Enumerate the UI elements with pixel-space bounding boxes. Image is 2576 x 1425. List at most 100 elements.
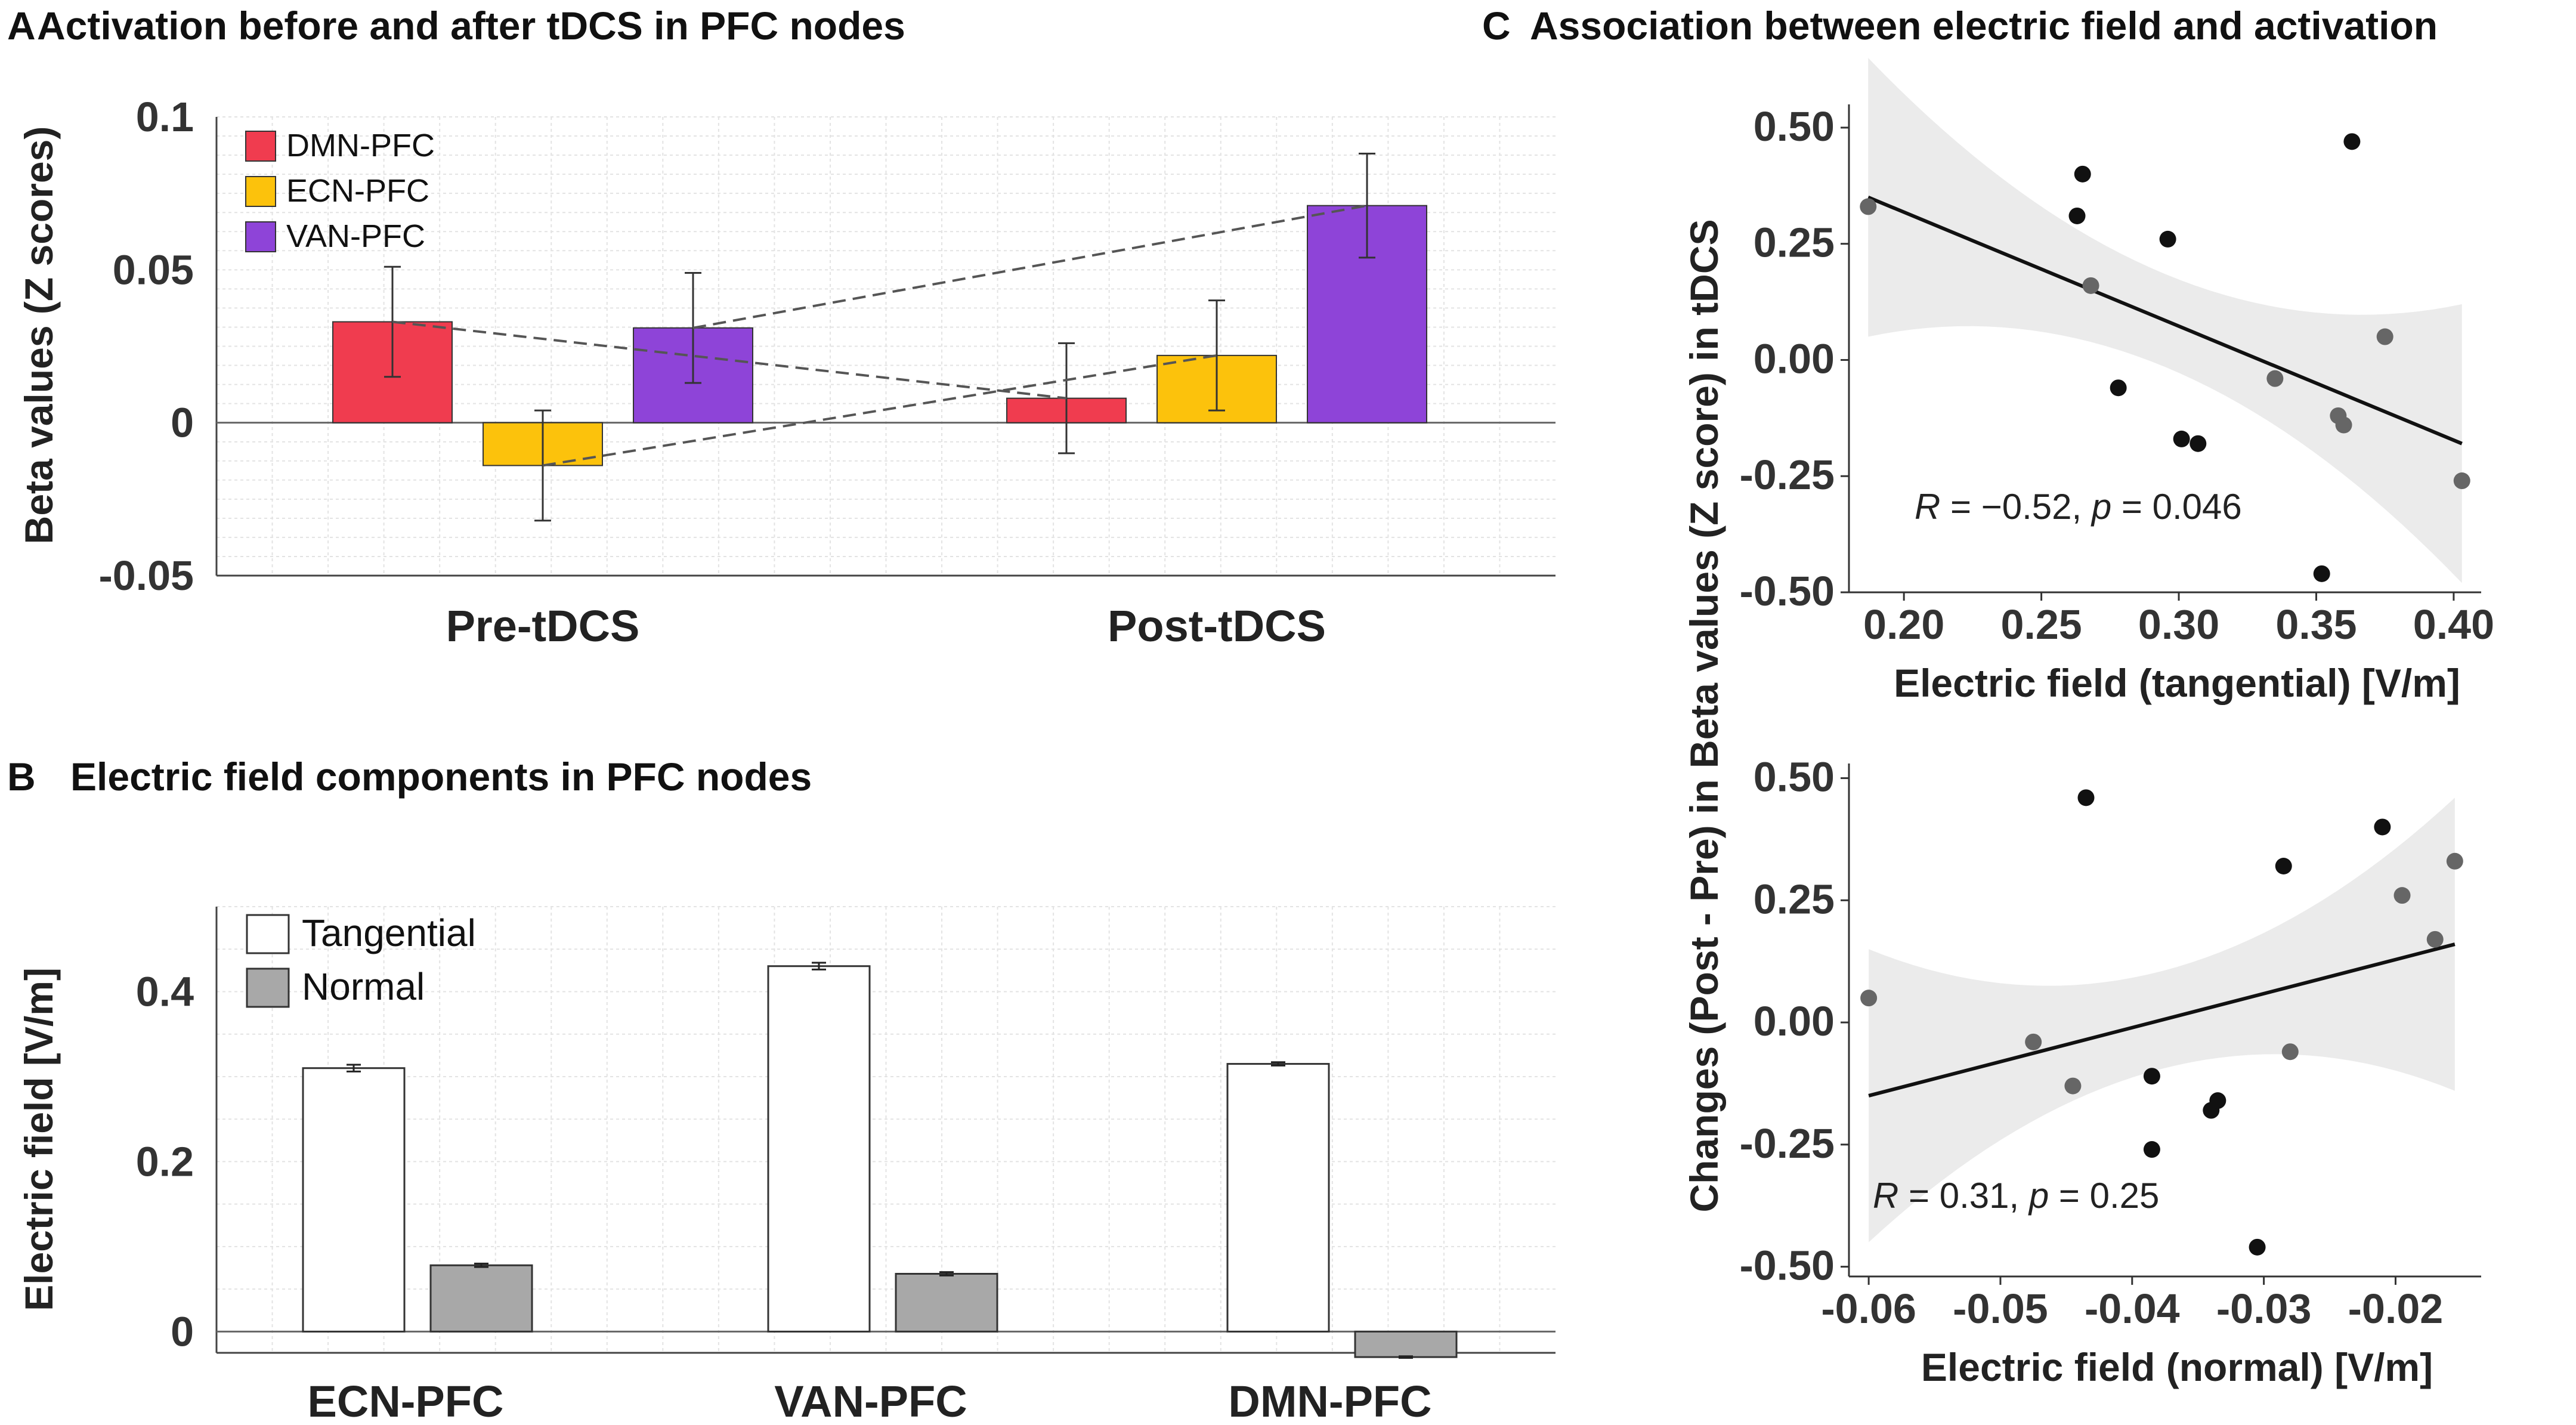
y-tick-label: -0.05 — [98, 552, 194, 599]
x-tick-label: -0.04 — [2085, 1285, 2180, 1332]
bar-normal — [895, 1272, 998, 1333]
data-point — [2249, 1238, 2266, 1256]
panel-c-top-chart: 0.50 0.25 0.00 -0.25 -0.50 0.20 0.25 0.30 0.35 0.… — [1739, 58, 2494, 705]
x-category-label: ECN-PFC — [308, 1377, 504, 1425]
legend-label: VAN-PFC — [286, 218, 425, 254]
bar-tangential — [302, 1067, 406, 1333]
data-point — [1860, 198, 1877, 215]
data-point — [2446, 852, 2463, 870]
bar-normal — [429, 1264, 533, 1333]
x-category-label: DMN-PFC — [1228, 1377, 1431, 1425]
data-point — [2374, 818, 2391, 836]
data-point — [2453, 472, 2470, 490]
data-point — [2313, 565, 2330, 582]
panel-b-ylabel: Electric field [V/m] — [17, 967, 61, 1311]
data-point — [2335, 416, 2352, 434]
x-category-label: Pre-tDCS — [446, 601, 640, 651]
panel-c-title: Association between electric field and a… — [1530, 4, 2438, 48]
regression-line — [1868, 942, 2456, 1098]
bar-normal — [1354, 1330, 1458, 1358]
y-tick-label: -0.50 — [1739, 568, 1835, 614]
stat-r-value: = 0.31, — [1898, 1176, 2029, 1216]
data-point — [2266, 370, 2284, 387]
x-tick-label: 0.40 — [2413, 601, 2494, 648]
data-point — [1860, 990, 1878, 1007]
data-point — [2074, 165, 2091, 183]
panel-a-title: Activation before and after tDCS in PFC … — [37, 4, 905, 48]
stat-r-label: R — [1915, 487, 1940, 527]
x-tick-label: -0.02 — [2348, 1285, 2444, 1332]
x-axis-label: Electric field (tangential) [V/m] — [1894, 661, 2460, 705]
legend-swatch — [246, 914, 290, 954]
stat-p-label: p — [2091, 487, 2111, 527]
change-connector — [542, 354, 1217, 467]
data-point — [2376, 328, 2393, 345]
y-tick-label: 0.50 — [1754, 754, 1835, 800]
bar-tangential — [767, 965, 871, 1333]
y-tick-label: 0.1 — [136, 94, 194, 140]
data-point — [2173, 430, 2190, 447]
bar-tangential — [1226, 1063, 1330, 1333]
panel-a-chart: 0.1 0.05 0 -0.05 Pre-tDCS Post-tDCS DMN-PFC ECN… — [98, 94, 1556, 651]
x-category-label: VAN-PFC — [774, 1377, 967, 1425]
data-point — [2343, 133, 2361, 150]
data-point — [2110, 379, 2127, 397]
panel-b-chart: 0.4 0.2 0 ECN-PFC VAN-PFC DMN-PFC Tangential No… — [136, 906, 1556, 1425]
y-tick-label: 0.25 — [1754, 220, 1835, 266]
data-point — [2281, 1043, 2299, 1061]
x-category-label: Post-tDCS — [1108, 601, 1326, 651]
data-point — [2426, 931, 2444, 948]
y-tick-label: 0.4 — [136, 968, 194, 1015]
y-tick-label: 0.00 — [1754, 335, 1835, 382]
data-point — [2143, 1068, 2160, 1085]
data-point — [2275, 858, 2292, 874]
data-point — [2064, 1077, 2082, 1095]
x-tick-label: 0.35 — [2275, 601, 2357, 648]
correlation-annotation: R = 0.31, p = 0.25 — [1873, 1176, 2159, 1216]
panel-a-letter: A — [7, 4, 36, 48]
data-point — [2077, 789, 2095, 806]
panel-a-ylabel: Beta values (Z scores) — [17, 126, 61, 545]
stat-r-value: = −0.52, — [1940, 487, 2092, 527]
y-tick-label: -0.25 — [1739, 1120, 1835, 1167]
change-connector — [692, 204, 1368, 329]
legend-swatch — [245, 176, 276, 207]
data-point — [2068, 207, 2086, 224]
change-connector — [392, 320, 1067, 400]
regression-line — [1867, 196, 2463, 446]
y-tick-label: 0.00 — [1754, 998, 1835, 1044]
x-tick-label: 0.20 — [1863, 601, 1944, 648]
y-tick-label: 0 — [171, 400, 194, 446]
stat-p-label: p — [2028, 1176, 2049, 1216]
x-tick-label: -0.06 — [1821, 1285, 1916, 1332]
legend-swatch — [246, 967, 290, 1008]
legend-label: DMN-PFC — [286, 128, 435, 163]
data-point — [2025, 1033, 2042, 1050]
data-point — [2209, 1092, 2226, 1109]
x-axis-label: Electric field (normal) [V/m] — [1921, 1345, 2433, 1389]
x-tick-label: -0.03 — [2216, 1285, 2312, 1332]
x-tick-label: 0.30 — [2138, 601, 2219, 648]
panel-c-ylabel: Changes (Post - Pre) in Beta values (Z s… — [1682, 219, 1726, 1212]
stat-p-value: = 0.046 — [2111, 487, 2242, 527]
data-point — [2159, 230, 2176, 248]
legend-label: ECN-PFC — [286, 173, 429, 209]
x-tick-label: 0.25 — [2000, 601, 2082, 648]
x-tick-label: -0.05 — [1953, 1285, 2048, 1332]
data-point — [2190, 435, 2207, 452]
panel-c-bottom-chart: 0.50 0.25 0.00 -0.25 -0.50-0.06 -0.05 -0.04 -0.… — [1739, 754, 2481, 1389]
correlation-annotation: R = −0.52, p = 0.046 — [1915, 487, 2242, 527]
legend-label: Tangential — [302, 911, 476, 954]
panel-b-letter: B — [7, 755, 36, 799]
y-tick-label: 0.25 — [1754, 876, 1835, 922]
panel-b-title: Electric field components in PFC nodes — [70, 755, 812, 799]
y-tick-label: -0.25 — [1739, 452, 1835, 498]
y-tick-label: 0.50 — [1754, 103, 1835, 150]
stat-p-value: = 0.25 — [2049, 1176, 2159, 1216]
legend-swatch — [245, 221, 276, 252]
data-point — [2393, 887, 2411, 904]
y-tick-label: 0.05 — [113, 246, 194, 293]
stat-r-label: R — [1873, 1176, 1898, 1216]
legend-label: Normal — [302, 965, 425, 1008]
